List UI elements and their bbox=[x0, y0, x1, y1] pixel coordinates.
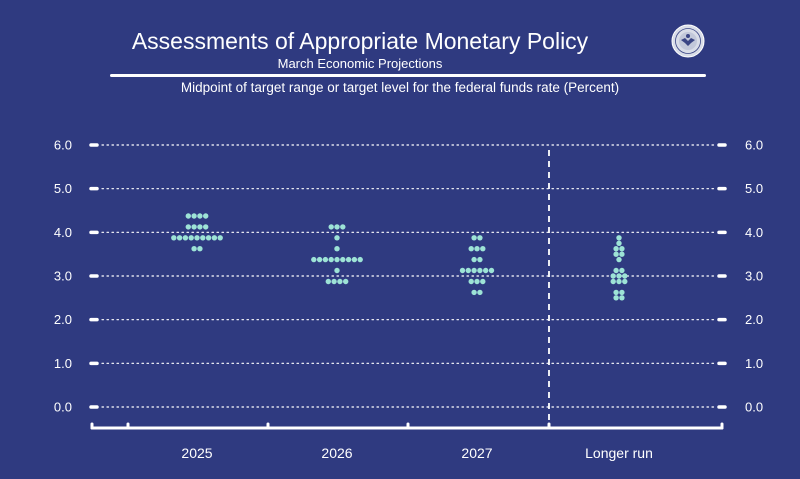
participant-dot bbox=[619, 289, 625, 296]
participant-dot bbox=[351, 256, 358, 263]
participant-dot bbox=[194, 235, 200, 241]
participant-dot bbox=[191, 246, 197, 252]
participant-dot bbox=[191, 224, 197, 230]
participant-dot bbox=[616, 278, 622, 285]
participant-dot bbox=[622, 278, 628, 285]
participant-dot bbox=[471, 256, 477, 263]
participant-dot bbox=[322, 256, 329, 263]
y-tick-label-right: 5.0 bbox=[745, 181, 763, 196]
participant-dot bbox=[619, 246, 625, 252]
participant-dot bbox=[197, 224, 203, 230]
participant-dot bbox=[337, 278, 343, 285]
participant-dot bbox=[616, 235, 622, 241]
participant-dot bbox=[610, 273, 616, 279]
title-rule bbox=[110, 74, 706, 77]
participant-dot bbox=[468, 246, 474, 252]
y-tick-label-right: 2.0 bbox=[745, 312, 763, 327]
federal-reserve-seal-icon bbox=[671, 24, 705, 58]
participant-dot bbox=[613, 267, 619, 274]
participant-dot bbox=[474, 246, 480, 252]
participant-dot bbox=[203, 224, 209, 230]
participant-dot bbox=[203, 213, 209, 219]
participant-dot bbox=[480, 246, 486, 252]
participant-dot bbox=[477, 267, 483, 274]
participant-dot bbox=[471, 289, 477, 296]
participant-dot bbox=[171, 235, 177, 241]
participant-dot bbox=[334, 256, 340, 263]
y-tick-label-right: 4.0 bbox=[745, 225, 763, 240]
participant-dot bbox=[325, 278, 331, 285]
participant-dot bbox=[616, 273, 622, 279]
y-tick-label-right: 1.0 bbox=[745, 356, 763, 371]
participant-dot bbox=[340, 224, 346, 230]
y-tick-label-left: 5.0 bbox=[54, 181, 72, 196]
participant-dot bbox=[331, 278, 337, 285]
y-tick-label-right: 0.0 bbox=[745, 400, 763, 415]
participant-dot bbox=[480, 278, 486, 285]
participant-dot bbox=[334, 235, 340, 241]
y-tick-label-right: 3.0 bbox=[745, 269, 763, 284]
participant-dot bbox=[468, 278, 474, 285]
participant-dot bbox=[613, 246, 619, 252]
x-category-label: 2027 bbox=[461, 445, 492, 461]
participant-dot bbox=[613, 289, 619, 296]
participant-dot bbox=[477, 235, 483, 241]
participant-dot bbox=[311, 256, 317, 263]
x-category-label: Longer run bbox=[585, 445, 653, 461]
y-tick-label-left: 2.0 bbox=[54, 312, 72, 327]
y-tick-label-left: 4.0 bbox=[54, 225, 72, 240]
participant-dot bbox=[613, 251, 619, 257]
participant-dot bbox=[182, 235, 189, 241]
participant-dot bbox=[200, 235, 206, 241]
participant-dot bbox=[465, 267, 471, 274]
participant-dot bbox=[340, 256, 346, 263]
participant-dot bbox=[334, 267, 340, 274]
participant-dot bbox=[191, 213, 197, 219]
chart-subtitle: March Economic Projections bbox=[277, 56, 443, 71]
y-tick-label-left: 6.0 bbox=[54, 138, 72, 153]
participant-dot bbox=[343, 278, 349, 285]
y-tick-label-left: 0.0 bbox=[54, 400, 72, 415]
participant-dot bbox=[211, 235, 218, 241]
participant-dot bbox=[185, 213, 191, 219]
y-tick-label-right: 6.0 bbox=[745, 138, 763, 153]
participant-dot bbox=[328, 224, 334, 230]
participant-dot bbox=[334, 246, 340, 252]
participant-dot bbox=[188, 235, 194, 241]
participant-dot bbox=[328, 256, 334, 263]
y-tick-label-left: 1.0 bbox=[54, 356, 72, 371]
participant-dot bbox=[474, 278, 480, 285]
participant-dot bbox=[197, 246, 203, 252]
participant-dot bbox=[334, 224, 340, 230]
participant-dot bbox=[619, 295, 625, 301]
participant-dot bbox=[357, 256, 363, 263]
participant-dot bbox=[610, 278, 616, 285]
participant-dot bbox=[197, 213, 203, 219]
participant-dot bbox=[345, 256, 352, 263]
participant-dot bbox=[622, 273, 628, 279]
participant-dot bbox=[619, 251, 625, 257]
participant-dot bbox=[477, 289, 483, 296]
participant-dot bbox=[483, 267, 489, 274]
participant-dot bbox=[616, 256, 622, 263]
participant-dot bbox=[176, 235, 183, 241]
x-category-label: 2025 bbox=[181, 445, 212, 461]
y-tick-label-left: 3.0 bbox=[54, 269, 72, 284]
participant-dot bbox=[185, 224, 191, 230]
participant-dot bbox=[613, 295, 619, 301]
participant-dot bbox=[616, 240, 622, 246]
chart-caption: Midpoint of target range or target level… bbox=[180, 80, 620, 95]
participant-dot bbox=[619, 267, 625, 274]
participant-dot bbox=[488, 267, 495, 274]
participant-dot bbox=[459, 267, 466, 274]
participant-dot bbox=[205, 235, 212, 241]
participant-dot bbox=[217, 235, 223, 241]
participant-dot bbox=[316, 256, 323, 263]
x-category-label: 2026 bbox=[321, 445, 352, 461]
participant-dot bbox=[471, 267, 477, 274]
participant-dot bbox=[471, 235, 477, 241]
chart-title: Assessments of Appropriate Monetary Poli… bbox=[131, 28, 589, 54]
participant-dot bbox=[477, 256, 483, 263]
